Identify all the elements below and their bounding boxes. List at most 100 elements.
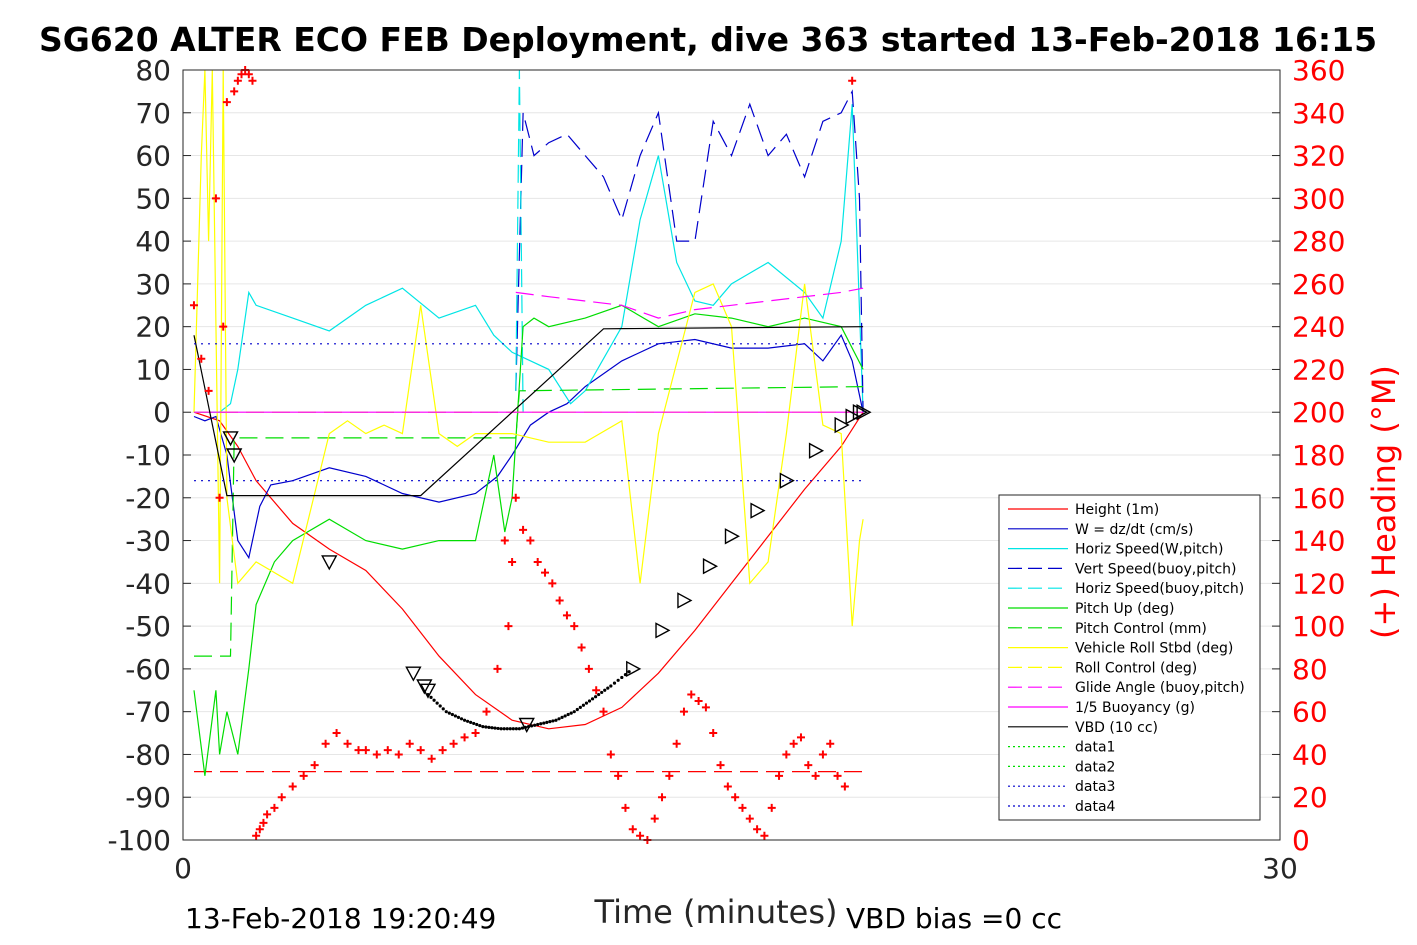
series-layer <box>193 69 864 776</box>
heading-point <box>570 622 579 631</box>
depth-marker <box>226 448 243 464</box>
series-line-vbd-10-cc- <box>193 326 864 497</box>
heading-point <box>782 750 791 759</box>
y2-tick-label: 180 <box>1292 439 1345 472</box>
x-tick-label: 0 <box>174 852 192 885</box>
heading-point <box>310 761 319 770</box>
heading-point <box>818 750 827 759</box>
depth-sample-dot <box>517 727 522 731</box>
depth-sample-dot <box>469 720 473 724</box>
heading-point <box>263 810 272 819</box>
heading-point <box>508 557 517 566</box>
depth-sample-dot <box>466 719 470 723</box>
depth-sample-dot <box>584 701 589 705</box>
depth-sample-dot <box>475 722 479 727</box>
y2-tick-label: 320 <box>1292 140 1345 173</box>
heading-point <box>775 771 784 780</box>
y-tick-label: -10 <box>125 439 171 472</box>
y-tick-label: 30 <box>135 268 171 301</box>
depth-sample-dot <box>484 725 488 729</box>
right-axis-label: (+) Heading (°M) <box>1365 365 1403 639</box>
y-tick-label: 80 <box>135 54 171 87</box>
heading-point <box>716 761 725 770</box>
y2-tick-label: 60 <box>1292 696 1328 729</box>
heading-point <box>237 70 246 79</box>
heading-point <box>731 793 740 802</box>
depth-sample-dot <box>548 720 552 724</box>
depth-sample-dot <box>606 686 610 690</box>
depth-marker <box>416 679 433 695</box>
depth-sample-dot <box>554 718 558 722</box>
y-tick-label: 20 <box>135 311 171 344</box>
x-axis-label: Time (minutes) <box>594 893 838 931</box>
series-line-pitch-control-mm- <box>194 386 864 657</box>
heading-point <box>584 664 593 673</box>
depth-sample-dot <box>590 697 595 701</box>
depth-sample-dot <box>459 717 464 721</box>
heading-point <box>405 739 414 748</box>
y2-tick-label: 280 <box>1292 225 1345 258</box>
y-tick-label: 50 <box>135 182 171 215</box>
heading-point <box>621 803 630 812</box>
depth-sample-dot <box>478 723 482 728</box>
depth-marker <box>724 528 740 545</box>
heading-point <box>343 739 352 748</box>
heading-point <box>592 686 601 695</box>
heading-point <box>332 729 341 738</box>
depth-sample-dot <box>578 705 582 709</box>
series-line-pitch-up-deg- <box>193 304 864 776</box>
y-tick-label: 10 <box>135 353 171 386</box>
y2-tick-label: 240 <box>1292 311 1345 344</box>
y-tick-label: -90 <box>125 781 171 814</box>
heading-point <box>694 696 703 705</box>
depth-sample-dot <box>450 712 454 717</box>
depth-sample-dot <box>551 719 555 723</box>
heading-point <box>811 771 820 780</box>
heading-point <box>222 98 231 107</box>
y2-tick-label: 100 <box>1292 610 1345 643</box>
heading-point <box>796 733 805 742</box>
heading-point <box>650 814 659 823</box>
y-tick-label: -30 <box>125 525 171 558</box>
depth-sample-dot <box>597 692 601 697</box>
depth-sample-dot <box>511 727 515 731</box>
depth-sample-dot <box>514 727 518 731</box>
depth-sample-dot <box>493 726 497 730</box>
heading-point <box>189 301 198 310</box>
depth-sample-dot <box>587 699 592 703</box>
depth-sample-dot <box>612 681 617 685</box>
heading-point <box>233 76 242 85</box>
depth-marker <box>779 472 795 489</box>
heading-point <box>277 793 286 802</box>
depth-marker <box>655 622 671 639</box>
depth-sample-dot <box>557 717 561 721</box>
heading-point <box>248 76 257 85</box>
depth-sample-dot <box>520 726 525 730</box>
y2-tick-label: 220 <box>1292 353 1345 386</box>
heading-point <box>614 771 623 780</box>
depth-sample-dot <box>490 726 494 730</box>
depth-sample-dot <box>499 727 503 731</box>
series-line-height-1m- <box>193 411 864 730</box>
heading-point <box>672 739 681 748</box>
depth-sample-dot <box>581 703 586 707</box>
heading-point <box>504 622 513 631</box>
heading-point <box>270 803 279 812</box>
right-axis-ticks: 3603403203002802602402202001801601401201… <box>1272 54 1345 857</box>
y-tick-label: 60 <box>135 140 171 173</box>
depth-sample-dot <box>432 698 436 702</box>
depth-sample-dot <box>429 695 433 700</box>
heading-point <box>204 386 213 395</box>
depth-marker <box>856 404 872 421</box>
series-line-vert-speed-buoy-pitch- <box>515 89 864 413</box>
depth-sample-dot <box>560 715 564 719</box>
legend-entry: data2 <box>1075 759 1115 775</box>
heading-point <box>519 525 528 534</box>
depth-sample-dot <box>435 701 439 705</box>
heading-point <box>299 771 308 780</box>
heading-point <box>197 354 206 363</box>
legend-entry: VBD (10 cc) <box>1075 720 1158 736</box>
depth-marker <box>702 558 719 575</box>
depth-sample-dot <box>600 690 604 695</box>
heading-point <box>526 536 535 545</box>
